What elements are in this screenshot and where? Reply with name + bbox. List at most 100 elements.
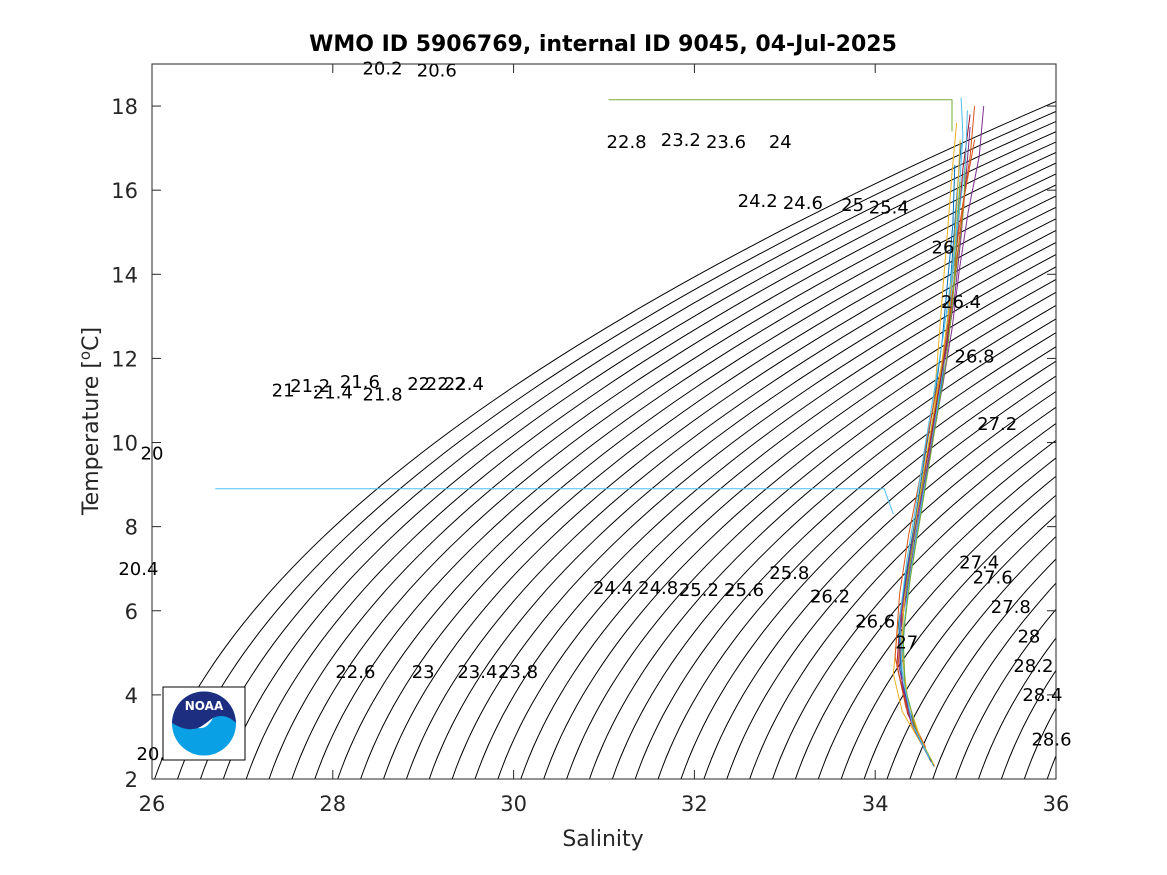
y-axis-label-main: Temperature [ xyxy=(79,360,104,516)
logo-wave xyxy=(198,718,213,729)
isopycnal-line xyxy=(955,608,1056,779)
isopycnal-line xyxy=(222,131,1056,779)
isopycnal-lines xyxy=(154,43,1167,800)
y-axis-label-end: C] xyxy=(79,327,104,351)
isopycnal-line xyxy=(405,218,1056,779)
isopycnal-label: 25.8 xyxy=(769,563,809,584)
plot-frame xyxy=(151,63,1057,780)
isopycnal-line xyxy=(520,278,1056,779)
isopycnal-label: 21.4 xyxy=(313,382,353,403)
isopycnal-label: 20.4 xyxy=(118,559,158,580)
isopycnal-line xyxy=(726,406,1056,779)
isopycnal-line xyxy=(703,390,1056,779)
y-tick-label: 14 xyxy=(111,263,138,287)
isopycnal-label: 26.6 xyxy=(855,612,895,633)
isopycnal-label: 25.2 xyxy=(679,580,719,601)
isopycnal-label: 23.6 xyxy=(706,132,746,153)
y-tick-label: 6 xyxy=(125,600,138,624)
y-axis-label: Temperature [oC] xyxy=(76,327,104,516)
isopycnal-line xyxy=(291,162,1056,779)
isopycnal-line xyxy=(268,151,1056,779)
profile-series xyxy=(215,97,985,767)
isopycnal-line xyxy=(772,439,1056,779)
isopycnal-label: 23.4 xyxy=(457,662,497,683)
isopycnal-label: 22 xyxy=(407,374,430,395)
isopycnal-label: 20.6 xyxy=(417,61,457,82)
isopycnal-label: 23.8 xyxy=(498,662,538,683)
x-tick-label: 34 xyxy=(862,792,889,816)
x-tick-label: 26 xyxy=(139,792,166,816)
chart-title: WMO ID 5906769, internal ID 9045, 04-Jul… xyxy=(309,32,897,57)
isopycnal-label: 22.8 xyxy=(607,132,647,153)
isopycnal-line xyxy=(176,110,1056,779)
isopycnal-line xyxy=(817,475,1056,779)
isopycnal-line xyxy=(863,514,1056,779)
isopycnal-label: 27.8 xyxy=(991,597,1031,618)
profile-line xyxy=(899,106,985,757)
isopycnal-label: 28.6 xyxy=(1031,729,1071,750)
y-tick-label: 18 xyxy=(111,95,138,119)
isopycnal-label: 25.6 xyxy=(724,580,764,601)
profile-line xyxy=(894,139,976,748)
isopycnal-label: 26.2 xyxy=(810,586,850,607)
isopycnal-label: 24.6 xyxy=(783,193,823,214)
profile-line xyxy=(215,488,894,515)
isopycnal-line xyxy=(932,582,1056,779)
isopycnal-line xyxy=(474,253,1056,779)
isopycnal-labels: 20.2 20.6 22.8 23.2 23.6 24 24.2 24.6 25 25.4 26 26… xyxy=(118,59,1071,766)
isopycnal-line xyxy=(1155,43,1167,800)
isopycnal-label: 27 xyxy=(895,633,918,654)
isopycnal-line xyxy=(314,173,1056,779)
profile-line xyxy=(902,181,961,763)
isopycnal-line xyxy=(1109,43,1167,800)
isopycnal-label: 25.4 xyxy=(869,197,909,218)
isopycnal-label: 24.4 xyxy=(593,578,633,599)
isopycnal-label: 21 xyxy=(272,380,295,401)
isopycnal-label: 25 xyxy=(841,195,864,216)
isopycnal-line xyxy=(794,457,1056,779)
noaa-logo: NOAA xyxy=(162,686,246,761)
isopycnal-label: 27.6 xyxy=(973,567,1013,588)
isopycnal-line xyxy=(1064,43,1167,800)
x-tick-label: 28 xyxy=(319,792,346,816)
logo-bird xyxy=(172,691,236,730)
y-tick-label: 16 xyxy=(111,179,138,203)
y-tick-label: 4 xyxy=(125,684,138,708)
isopycnal-label: 24 xyxy=(769,132,792,153)
isopycnal-line xyxy=(566,304,1056,779)
isopycnal-label: 24.2 xyxy=(738,191,778,212)
isopycnal-label: 23 xyxy=(412,662,435,683)
isopycnal-label: 23.2 xyxy=(661,130,701,151)
logo-text: NOAA xyxy=(185,699,224,713)
isopycnal-label: 20.2 xyxy=(362,59,402,80)
isopycnal-line xyxy=(428,229,1056,779)
isopycnal-label: 27.2 xyxy=(977,414,1017,435)
isopycnal-label: 21.2 xyxy=(290,376,330,397)
isopycnal-line xyxy=(909,558,1056,779)
y-tick-label: 8 xyxy=(125,516,138,540)
y-tick-label: 2 xyxy=(125,768,138,792)
x-tick-label: 32 xyxy=(681,792,708,816)
isopycnal-label: 28.4 xyxy=(1022,685,1062,706)
isopycnal-line xyxy=(1086,43,1167,800)
isopycnal-label: 22.2 xyxy=(426,374,466,395)
y-axis-label-sup: o xyxy=(76,351,94,360)
isopycnal-line xyxy=(451,241,1056,779)
isopycnal-line xyxy=(497,266,1056,779)
y-tick-label: 10 xyxy=(111,432,138,456)
isopycnal-line xyxy=(382,206,1056,779)
profile-line xyxy=(608,99,953,132)
isopycnal-line xyxy=(360,195,1056,779)
isopycnal-line xyxy=(977,637,1056,779)
isopycnal-line xyxy=(199,120,1056,779)
isopycnal-line xyxy=(611,332,1056,779)
x-axis-label: Salinity xyxy=(562,827,643,852)
isopycnal-label: 21.8 xyxy=(362,385,402,406)
isopycnal-label: 22.4 xyxy=(444,374,484,395)
isopycnal-line xyxy=(154,100,1056,779)
isopycnal-line xyxy=(543,291,1056,779)
isopycnal-label: 26.8 xyxy=(955,347,995,368)
profile-line xyxy=(899,110,968,759)
